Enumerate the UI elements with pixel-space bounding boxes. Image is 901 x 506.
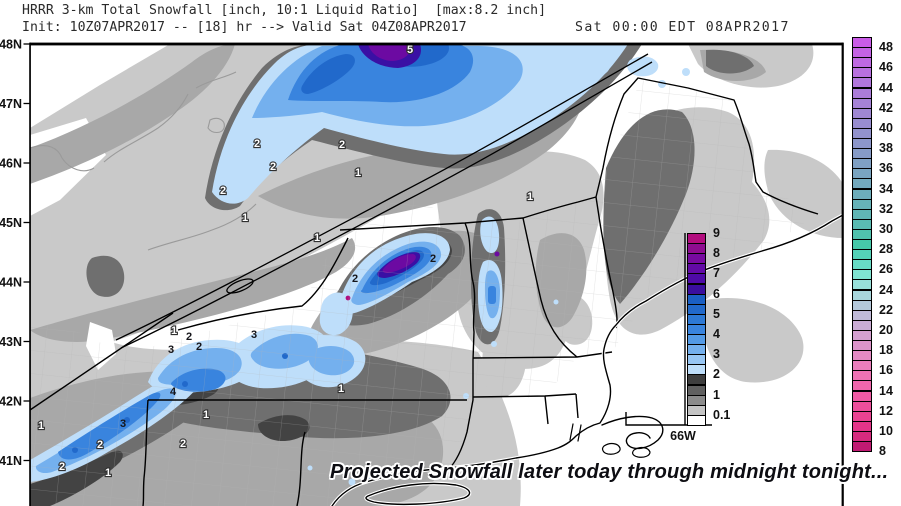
colorbar-label: 6 [713,286,720,301]
colorbar-label: 44 [879,80,893,95]
lat-label: 47N [0,97,22,111]
contour-label: 2 [254,138,260,150]
caption-text: Projected Snowfall later today through m… [330,461,889,483]
contour-label: 2 [430,253,436,265]
inset-axis: 66W [625,233,712,443]
contour-label: 1 [527,191,533,203]
colorbar-label: 28 [879,242,893,257]
colorbar-label: 36 [879,161,893,176]
lat-label: 45N [0,216,22,230]
contour-label: 2 [180,438,186,450]
colorbar-label: 1 [713,387,720,402]
colorbar-label: 26 [879,262,893,277]
contour-label: 1 [171,325,177,337]
colorbar-label: 46 [879,60,893,75]
contour-label: 1 [338,383,344,395]
lat-label: 46N [0,157,22,171]
contour-label: 3 [251,329,257,341]
colorbar-label: 40 [879,120,893,135]
title-line-1: HRRR 3-km Total Snowfall [inch, 10:1 Liq… [22,3,547,18]
colorbar-label: 8 [879,444,886,459]
colorbar-label: 48 [879,40,893,55]
colorbar-label: 0.1 [713,407,731,422]
contour-label: 5 [407,44,413,56]
contour-label: 1 [105,467,111,479]
init-valid-text: Init: 10Z07APR2017 -- [18] hr --> Valid … [22,20,467,35]
colorbar-label: 18 [879,343,893,358]
colorbar-label: 14 [879,383,893,398]
colorbar-label: 30 [879,221,893,236]
contour-label: 2 [339,139,345,151]
contour-label: 2 [59,461,65,473]
lat-axis: 48N 47N 46N 45N 44N 43N 42N 41N [0,38,30,468]
contour-label: 1 [38,420,44,432]
colorbar-label: 32 [879,201,893,216]
colorbar-label: 2 [713,367,720,382]
contour-label: 1 [203,409,209,421]
contour-label: 4 [170,386,177,398]
contour-label: 1 [242,212,248,224]
colorbar-label: 7 [713,266,720,281]
contour-label: 2 [352,273,358,285]
title-line-2: Init: 10Z07APR2017 -- [18] hr --> Valid … [22,20,788,36]
colorbar-label: 3 [713,347,720,362]
contour-label: 2 [270,161,276,173]
contour-label: 1 [314,232,320,244]
colorbar-label: 38 [879,141,893,156]
contour-label: 2 [220,185,226,197]
contour-label: 2 [196,341,202,353]
colorbar-label: 20 [879,322,893,337]
contour-label: 2 [186,331,192,343]
colorbar-label: 34 [879,181,893,196]
colorbar-label: 5 [713,306,720,321]
lat-label: 43N [0,335,22,349]
colorbar-box [852,441,872,453]
colorbar-label: 12 [879,403,893,418]
colorbar-label: 24 [879,282,893,297]
contour-label: 3 [168,344,174,356]
colorbar-label: 9 [713,226,720,240]
lon-label-66w: 66W [670,429,696,443]
lat-label: 41N [0,454,22,468]
lat-label: 42N [0,395,22,409]
lat-label: 44N [0,276,22,290]
colorbar-label: 22 [879,302,893,317]
colorbar-label: 8 [713,246,720,261]
colorbar-box [687,414,706,426]
colorbar-label: 4 [713,327,720,341]
contour-label: 1 [355,167,361,179]
map-frame [29,42,844,506]
contour-label: 2 [97,439,103,451]
lat-label: 48N [0,38,22,52]
contour-label: 3 [120,418,126,430]
colorbar-label: 16 [879,363,893,378]
colorbar-label: 10 [879,423,893,438]
clock-text: Sat 00:00 EDT 08APR2017 [575,20,790,35]
colorbar-label: 42 [879,100,893,115]
